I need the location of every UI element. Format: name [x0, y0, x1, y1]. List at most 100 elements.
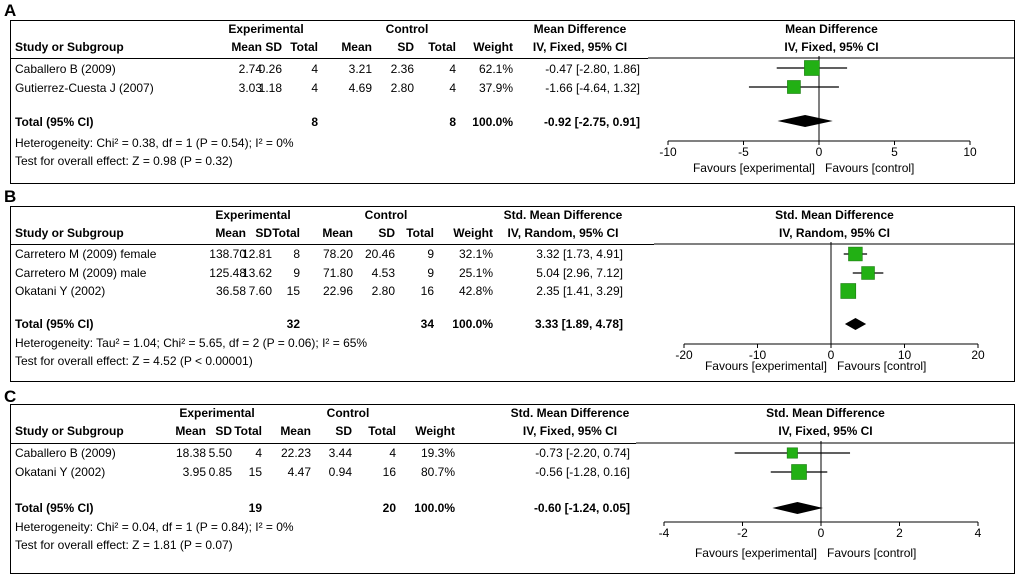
exp-total-cell: 15	[286, 284, 300, 298]
col-effect-method: IV, Fixed, 95% CI	[532, 40, 628, 54]
panel-frame	[10, 20, 1015, 184]
total-ci: 3.33 [1.89, 4.78]	[534, 317, 623, 331]
exp-mean-cell: 3.95	[182, 465, 206, 479]
exp-sd-cell: 7.60	[248, 284, 272, 298]
header-separator	[10, 58, 648, 59]
heterogeneity-text: Heterogeneity: Chi² = 0.38, df = 1 (P = …	[15, 136, 294, 150]
total-label: Total (95% CI)	[15, 501, 94, 515]
col-weight: Weight	[415, 424, 455, 438]
weight-cell: 80.7%	[420, 465, 455, 479]
total-weight: 100.0%	[414, 501, 455, 515]
total-weight: 100.0%	[472, 115, 513, 129]
col-exp-sd: SD	[255, 226, 272, 240]
study-name: Carretero M (2009) female	[15, 247, 157, 261]
ctrl-mean-cell: 71.80	[322, 266, 353, 280]
study-name: Caballero B (2009)	[15, 446, 116, 460]
ctrl-mean-cell: 22.96	[322, 284, 353, 298]
exp-sd-cell: 0.85	[208, 465, 232, 479]
col-ctrl-sd: SD	[335, 424, 352, 438]
ctrl-mean-cell: 78.20	[322, 247, 353, 261]
col-study: Study or Subgroup	[15, 424, 124, 438]
ctrl-total-cell: 16	[420, 284, 434, 298]
panel-frame	[10, 404, 1015, 574]
header-separator	[10, 244, 654, 245]
exp-total-cell: 4	[255, 446, 262, 460]
exp-total-cell: 9	[293, 266, 300, 280]
overall-effect-text: Test for overall effect: Z = 0.98 (P = 0…	[15, 154, 233, 168]
exp-mean-cell: 125.48	[209, 266, 246, 280]
header-control: Control	[385, 22, 429, 36]
ci-cell: 3.32 [1.73, 4.91]	[536, 247, 623, 261]
exp-mean-cell: 36.58	[215, 284, 246, 298]
header-effect-title: Std. Mean Difference	[510, 406, 630, 420]
col-exp-sd: SD	[215, 424, 232, 438]
ctrl-sd-cell: 3.44	[328, 446, 352, 460]
header-effect-title: Std. Mean Difference	[503, 208, 623, 222]
exp-mean-cell: 18.38	[175, 446, 206, 460]
ctrl-mean-cell: 4.69	[348, 81, 372, 95]
panel-frame	[10, 206, 1015, 382]
panel-label: B	[4, 187, 17, 206]
exp-mean-cell: 138.70	[209, 247, 246, 261]
header-effect-title: Mean Difference	[533, 22, 627, 36]
total-exp-n: 32	[286, 317, 300, 331]
ctrl-mean-cell: 4.47	[287, 465, 311, 479]
ci-cell: 2.35 [1.41, 3.29]	[536, 284, 623, 298]
total-ci: -0.60 [-1.24, 0.05]	[533, 501, 630, 515]
header-separator	[10, 443, 636, 444]
study-name: Okatani Y (2002)	[15, 465, 106, 479]
exp-sd-cell: 1.18	[258, 81, 282, 95]
col-weight: Weight	[453, 226, 493, 240]
total-ctrl-n: 8	[449, 115, 456, 129]
overall-effect-text: Test for overall effect: Z = 4.52 (P < 0…	[15, 354, 253, 368]
col-exp-mean: Mean	[175, 424, 206, 438]
ctrl-mean-cell: 22.23	[280, 446, 311, 460]
exp-sd-cell: 12.81	[241, 247, 272, 261]
col-ctrl-mean: Mean	[280, 424, 311, 438]
col-ctrl-mean: Mean	[341, 40, 372, 54]
weight-cell: 62.1%	[478, 62, 513, 76]
total-ctrl-n: 20	[382, 501, 396, 515]
ci-cell: -0.56 [-1.28, 0.16]	[535, 465, 630, 479]
exp-sd-cell: 0.26	[258, 62, 282, 76]
total-label: Total (95% CI)	[15, 115, 94, 129]
exp-mean-cell: 2.74	[238, 62, 262, 76]
ctrl-total-cell: 4	[449, 81, 456, 95]
heterogeneity-text: Heterogeneity: Chi² = 0.04, df = 1 (P = …	[15, 520, 294, 534]
weight-cell: 37.9%	[478, 81, 513, 95]
col-study: Study or Subgroup	[15, 226, 124, 240]
ctrl-mean-cell: 3.21	[348, 62, 372, 76]
ctrl-sd-cell: 4.53	[371, 266, 395, 280]
total-ci: -0.92 [-2.75, 0.91]	[543, 115, 640, 129]
ctrl-sd-cell: 2.36	[390, 62, 414, 76]
col-exp-total: Total	[234, 424, 262, 438]
total-exp-n: 8	[311, 115, 318, 129]
exp-total-cell: 4	[311, 81, 318, 95]
col-exp-sd: SD	[265, 40, 282, 54]
exp-total-cell: 4	[311, 62, 318, 76]
total-label: Total (95% CI)	[15, 317, 94, 331]
col-effect-method: IV, Fixed, 95% CI	[522, 424, 618, 438]
col-exp-total: Total	[290, 40, 318, 54]
col-effect-method: IV, Random, 95% CI	[507, 226, 619, 240]
ctrl-sd-cell: 0.94	[328, 465, 352, 479]
header-control: Control	[326, 406, 370, 420]
weight-cell: 19.3%	[420, 446, 455, 460]
col-exp-mean: Mean	[215, 226, 246, 240]
ctrl-sd-cell: 2.80	[390, 81, 414, 95]
header-control: Control	[364, 208, 408, 222]
weight-cell: 42.8%	[458, 284, 493, 298]
ci-cell: -0.47 [-2.80, 1.86]	[545, 62, 640, 76]
col-ctrl-total: Total	[428, 40, 456, 54]
panel-label: A	[4, 1, 17, 20]
total-exp-n: 19	[248, 501, 262, 515]
ctrl-total-cell: 16	[382, 465, 396, 479]
ctrl-sd-cell: 20.46	[364, 247, 395, 261]
exp-total-cell: 8	[293, 247, 300, 261]
ci-cell: -0.73 [-2.20, 0.74]	[535, 446, 630, 460]
ci-cell: 5.04 [2.96, 7.12]	[536, 266, 623, 280]
header-experimental: Experimental	[179, 406, 255, 420]
weight-cell: 25.1%	[458, 266, 493, 280]
col-ctrl-total: Total	[406, 226, 434, 240]
